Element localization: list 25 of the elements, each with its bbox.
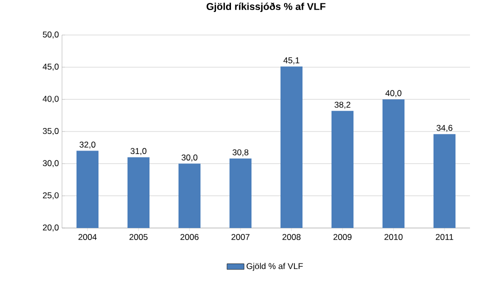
- y-tick-label: 25,0: [42, 192, 59, 200]
- y-tick-label: 20,0: [42, 224, 59, 232]
- data-label: 32,0: [80, 142, 96, 149]
- x-tick-label: 2010: [384, 234, 403, 240]
- x-tick-label: 2006: [180, 234, 199, 240]
- x-tick-label: 2008: [282, 234, 301, 240]
- data-label: 38,2: [334, 102, 350, 109]
- y-tick-label: 40,0: [42, 96, 59, 103]
- y-tick-label: 50,0: [42, 32, 59, 38]
- data-label: 30,8: [232, 149, 248, 156]
- y-tick-label: 35,0: [42, 128, 59, 135]
- x-tick-label: 2005: [130, 234, 148, 240]
- y-tick-label: 45,0: [42, 64, 59, 71]
- data-label: 31,0: [130, 148, 146, 156]
- chart-title: Gjöld ríkissjóðs % af VLF: [206, 2, 326, 12]
- data-label: 30,0: [182, 154, 198, 162]
- x-tick-label: 2009: [334, 234, 352, 240]
- legend-label: Gjöld % af VLF: [246, 262, 303, 271]
- data-label: 40,0: [385, 90, 402, 98]
- x-tick-label: 2011: [436, 234, 454, 240]
- data-label: 45,1: [283, 57, 300, 64]
- y-tick-label: 30,0: [42, 160, 59, 168]
- x-tick-label: 2007: [232, 234, 250, 240]
- x-tick-label: 2004: [78, 234, 97, 240]
- data-label: 34,6: [436, 124, 452, 132]
